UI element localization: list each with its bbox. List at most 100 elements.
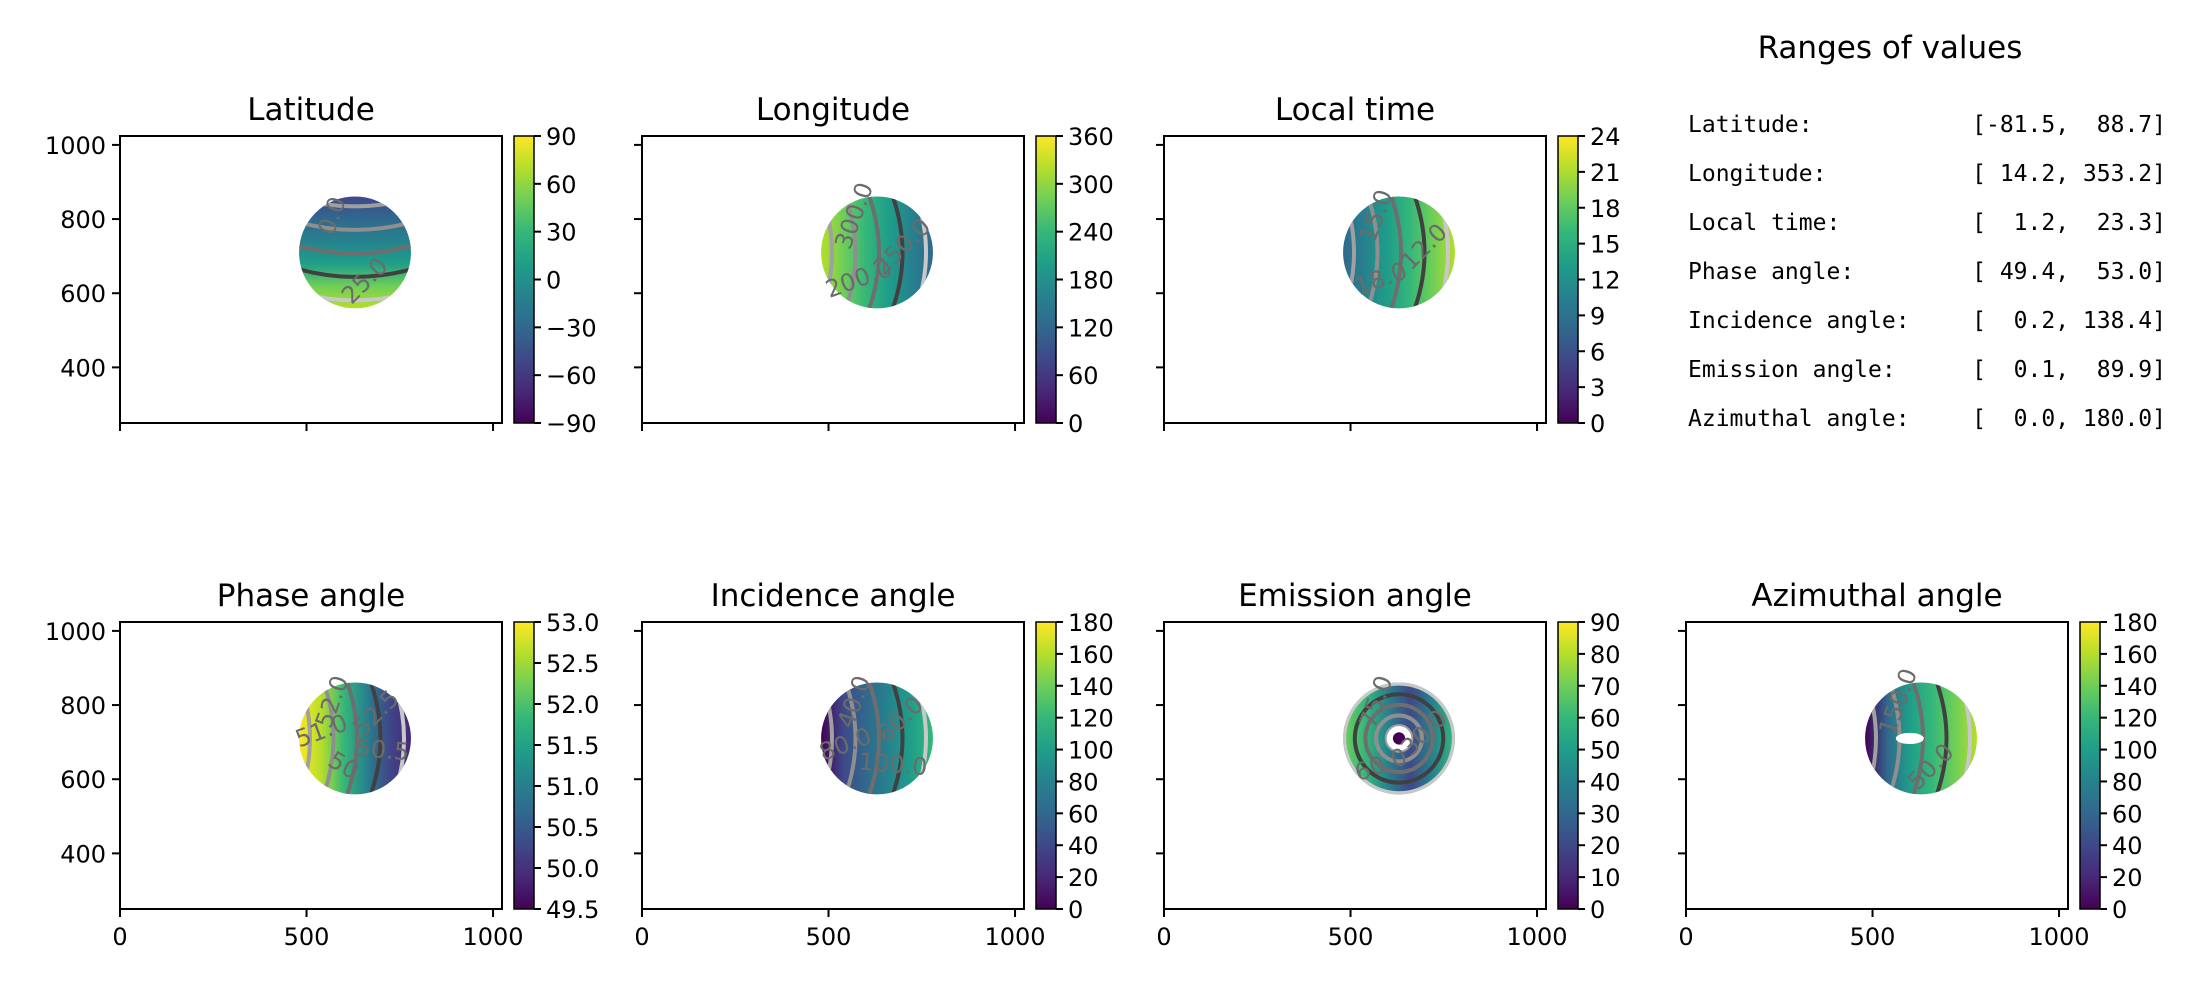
y-tick-label: 600 <box>60 766 106 794</box>
colorbar-tick-label: 20 <box>1068 864 1099 892</box>
range-value: [ 0.1, 89.9] <box>1972 357 2166 383</box>
range-name: Local time: <box>1688 210 1841 236</box>
colorbar-tick-label: 9 <box>1590 302 1605 330</box>
contour-line <box>863 196 882 309</box>
panel-title: Emission angle <box>1238 578 1472 614</box>
colorbar-tick-label: 120 <box>1068 705 1114 733</box>
contour-line <box>1385 196 1404 309</box>
colorbar-frame <box>513 621 535 910</box>
colorbar <box>1036 622 1056 909</box>
panel-title: Incidence angle <box>711 578 956 614</box>
contour-group <box>1343 682 1455 795</box>
panel-title: Azimuthal angle <box>1751 578 2002 614</box>
x-tick-label: 500 <box>1850 923 1896 951</box>
contour-line <box>863 682 882 795</box>
colorbar-tick-label: 240 <box>1068 219 1114 247</box>
contour-line <box>1374 713 1424 764</box>
colorbar-tick-label: 60 <box>2112 800 2143 828</box>
colorbar-frame <box>2079 621 2101 910</box>
contour-label: 50.5 <box>355 734 411 767</box>
x-tick-label: 500 <box>806 923 852 951</box>
colorbar-tick-label: 50.5 <box>546 814 599 842</box>
colorbar-tick-label: 20 <box>1590 832 1621 860</box>
colorbar-tick-label: 40 <box>1590 768 1621 796</box>
y-tick-label: 800 <box>60 692 106 720</box>
colorbar-tick-label: 50.0 <box>546 855 599 883</box>
y-tick-label: 1000 <box>45 132 106 160</box>
colorbar-tick-label: 52.0 <box>546 691 599 719</box>
colorbar-tick-label: −30 <box>546 314 597 342</box>
contour-line <box>299 264 411 279</box>
x-tick-label: 0 <box>1678 923 1693 951</box>
x-tick-label: 1000 <box>1507 923 1568 951</box>
colorbar-tick-label: 30 <box>1590 800 1621 828</box>
colorbar-tick-label: 40 <box>2112 832 2143 860</box>
axes-frame <box>1685 621 2069 910</box>
y-tick-label: 400 <box>60 354 106 382</box>
colorbar-tick-label: 0 <box>546 267 561 295</box>
colorbar-tick-label: 0 <box>1068 896 1083 924</box>
colorbar <box>514 136 534 423</box>
colorbar-tick-label: 180 <box>2112 609 2158 637</box>
range-name: Latitude: <box>1688 112 1813 138</box>
colorbar-tick-label: 40 <box>1068 832 1099 860</box>
y-tick-label: 400 <box>60 840 106 868</box>
range-name: Emission angle: <box>1688 357 1896 383</box>
contour-line <box>1408 196 1427 309</box>
x-tick-label: 500 <box>284 923 330 951</box>
contour-line <box>1363 702 1435 775</box>
panel-title: Latitude <box>247 92 375 128</box>
range-value: [ 49.4, 53.0] <box>1972 259 2166 285</box>
range-row-azimuthal-angle: Azimuthal angle: [ 0.0, 180.0] <box>1688 406 2166 436</box>
range-name: Incidence angle: <box>1688 308 1910 334</box>
colorbar <box>2080 622 2100 909</box>
colorbar-tick-label: 360 <box>1068 123 1114 151</box>
x-tick-label: 0 <box>634 923 649 951</box>
colorbar-tick-label: 0 <box>1590 410 1605 438</box>
colorbar-tick-label: 3 <box>1590 374 1605 402</box>
colorbar-tick-label: 180 <box>1068 267 1114 295</box>
range-value: [-81.5, 88.7] <box>1972 112 2166 138</box>
x-tick-label: 1000 <box>463 923 524 951</box>
range-value: [ 1.2, 23.3] <box>1972 210 2166 236</box>
colorbar-tick-label: 120 <box>1068 314 1114 342</box>
contour-line <box>341 682 360 795</box>
colorbar-tick-label: 0 <box>2112 896 2127 924</box>
colorbar-tick-label: 6 <box>1590 338 1605 366</box>
axes-frame <box>119 135 503 424</box>
y-tick-label: 1000 <box>45 618 106 646</box>
colorbar-tick-label: 60 <box>1068 800 1099 828</box>
range-value: [ 0.0, 180.0] <box>1972 406 2166 432</box>
y-tick-label: 800 <box>60 206 106 234</box>
contour-line <box>299 240 411 256</box>
colorbar-tick-label: 80 <box>1590 641 1621 669</box>
colorbar-tick-label: 18 <box>1590 195 1621 223</box>
azimuth-highlight <box>1895 732 1924 745</box>
colorbar-tick-label: 10 <box>1590 864 1621 892</box>
colorbar-tick-label: 100 <box>1068 737 1114 765</box>
colorbar-tick-label: 80 <box>1068 768 1099 796</box>
colorbar-tick-label: 160 <box>1068 641 1114 669</box>
colorbar-tick-label: 120 <box>2112 705 2158 733</box>
range-name: Phase angle: <box>1688 259 1855 285</box>
colorbar-tick-label: 51.0 <box>546 773 599 801</box>
colorbar-tick-label: 180 <box>1068 609 1114 637</box>
colorbar-tick-label: 60 <box>1590 705 1621 733</box>
colorbar-tick-label: 100 <box>2112 737 2158 765</box>
colorbar-tick-label: 70 <box>1590 673 1621 701</box>
colorbar-tick-label: 0 <box>1068 410 1083 438</box>
colorbar-tick-label: −60 <box>546 362 597 390</box>
panel-title: Local time <box>1275 92 1435 128</box>
panel-title: Phase angle <box>217 578 405 614</box>
panel-title: Longitude <box>756 92 910 128</box>
colorbar-tick-label: 52.5 <box>546 650 599 678</box>
colorbar-tick-label: 300 <box>1068 171 1114 199</box>
x-tick-label: 1000 <box>985 923 1046 951</box>
colorbar-tick-label: 140 <box>1068 673 1114 701</box>
x-tick-label: 500 <box>1328 923 1374 951</box>
axes-frame <box>1163 621 1547 910</box>
